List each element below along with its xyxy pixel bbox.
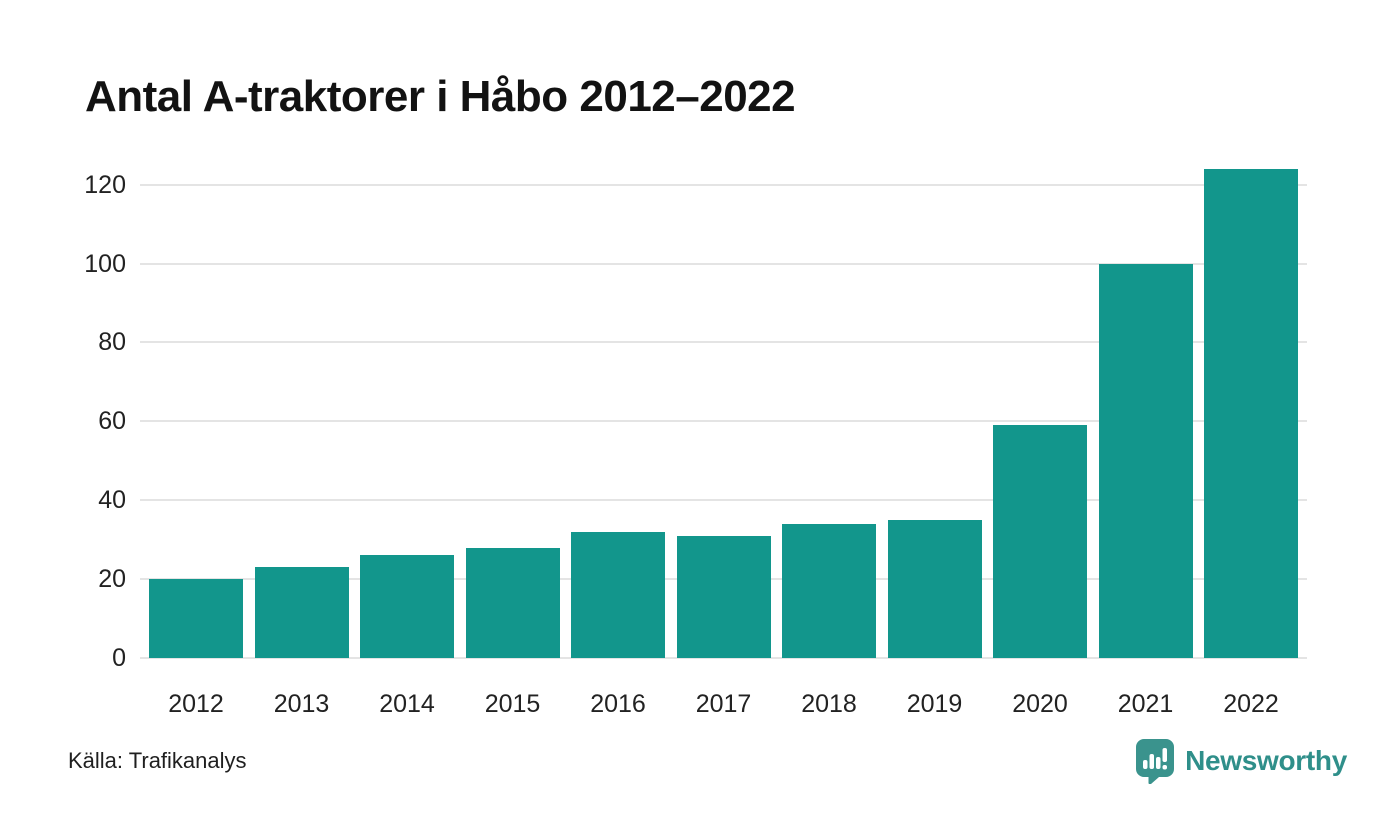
bar-2012 [149,579,243,658]
bar-2018 [782,523,876,658]
bar-2016 [571,531,665,658]
x-tick-label: 2016 [590,690,646,718]
bar-2022 [1204,168,1298,658]
x-tick-label: 2018 [801,690,857,718]
x-tick-label: 2014 [379,690,435,718]
y-axis: 0 20 40 60 80 100 120 [0,150,126,672]
bar-2014 [360,555,454,658]
bar-2013 [254,567,349,658]
chart-title: Antal A-traktorer i Håbo 2012–2022 [85,72,796,121]
x-tick-label: 2012 [168,690,224,718]
plot-area [140,150,1307,659]
y-tick-label: 120 [84,170,126,199]
y-tick-label: 20 [98,565,126,594]
x-tick-label: 2015 [484,690,541,718]
newsworthy-brand: Newsworthy [1135,738,1347,784]
x-axis: 2012 2013 2014 2015 2016 2017 2018 2019 2020 2021… [140,688,1307,720]
x-tick-label: 2019 [906,690,963,718]
y-tick-label: 60 [98,407,126,436]
y-tick-label: 100 [84,249,126,278]
brand-name: Newsworthy [1185,745,1347,776]
bar-2020 [993,425,1087,658]
newsworthy-pin-chart-icon [1136,739,1175,784]
bar-2015 [465,547,560,658]
y-tick-label: 40 [98,486,126,515]
x-tick-label: 2017 [695,690,752,718]
bar-2017 [676,535,771,658]
gridline [140,183,1307,186]
source-note: Källa: Trafikanalys [68,748,247,773]
bar-2021 [1098,263,1193,658]
gridline [140,657,1307,659]
bar-2019 [887,519,982,658]
gridline [140,420,1307,423]
gridline [140,499,1307,502]
gridline [140,262,1307,265]
x-tick-label: 2013 [273,690,330,718]
x-tick-label: 2021 [1117,690,1174,718]
x-tick-label: 2022 [1223,690,1279,718]
y-tick-label: 80 [98,328,126,357]
y-tick-label: 0 [112,644,126,672]
bar-series [140,150,1307,658]
gridline [140,341,1307,344]
x-tick-label: 2020 [1012,690,1068,718]
